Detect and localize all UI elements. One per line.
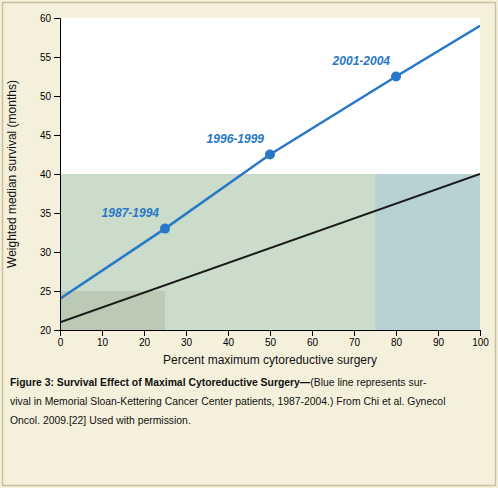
tick-mark xyxy=(54,252,60,253)
point xyxy=(391,72,401,82)
tick-label: 0 xyxy=(58,337,64,348)
tick-mark xyxy=(312,330,313,336)
axis-line xyxy=(54,19,61,331)
background xyxy=(0,0,498,488)
tick-label: 40 xyxy=(40,169,52,180)
caption-text: (Blue line represents sur- xyxy=(310,377,426,388)
tick-mark xyxy=(54,96,60,97)
tick: 60 xyxy=(307,330,319,348)
caption-text: Oncol. 2009.[22] Used with permission. xyxy=(10,415,191,426)
tick-label: 20 xyxy=(40,325,52,336)
tick: 100 xyxy=(472,330,489,348)
tick: 45 xyxy=(40,130,60,141)
line xyxy=(60,174,480,322)
plot-background xyxy=(60,18,480,330)
tick-label: 80 xyxy=(391,337,403,348)
tick-label: 90 xyxy=(433,337,445,348)
y-axis-title: Weighted median survival (months) xyxy=(5,80,19,268)
tick-label: 50 xyxy=(265,337,277,348)
tick-mark xyxy=(54,330,60,331)
tick-mark xyxy=(54,18,60,19)
line xyxy=(60,26,480,299)
tick: 70 xyxy=(349,330,361,348)
tick: 40 xyxy=(40,169,60,180)
caption-text: vival in Memorial Sloan-Kettering Cancer… xyxy=(10,396,445,407)
tick-label: 100 xyxy=(472,337,489,348)
tick-label: 35 xyxy=(40,208,52,219)
tick-mark xyxy=(54,57,60,58)
x-axis: 0 10 20 30 40 50 60 70 80 90 100 xyxy=(58,330,490,348)
tick-label: 10 xyxy=(97,337,109,348)
caption-line: Oncol. 2009.[22] Used with permission. xyxy=(10,415,191,426)
caption-line: Figure 3: Survival Effect of Maximal Cyt… xyxy=(10,377,426,388)
axis-line xyxy=(61,331,481,337)
caption-bold: Figure 3: Survival Effect of Maximal Cyt… xyxy=(10,377,311,388)
region xyxy=(60,174,375,330)
tick-mark xyxy=(144,330,145,336)
tick-mark xyxy=(480,330,481,336)
tick: 90 xyxy=(433,330,445,348)
tick-mark xyxy=(228,330,229,336)
tick: 10 xyxy=(97,330,109,348)
tick-label: 60 xyxy=(307,337,319,348)
tick-mark xyxy=(54,213,60,214)
tick-label: 30 xyxy=(181,337,193,348)
tick-label: 30 xyxy=(40,247,52,258)
tick: 60 xyxy=(40,13,60,24)
region xyxy=(375,174,480,330)
tick: 30 xyxy=(181,330,193,348)
tick: 20 xyxy=(40,325,60,336)
tick-mark xyxy=(270,330,271,336)
plot: 1987-1994 1996-1999 2001-2004 0 10 20 30 40 50 60… xyxy=(40,13,489,348)
tick-label: 55 xyxy=(40,52,52,63)
point xyxy=(160,224,170,234)
tick-label: 20 xyxy=(139,337,151,348)
tick-label: 45 xyxy=(40,130,52,141)
tick-mark xyxy=(186,330,187,336)
marks xyxy=(60,26,480,330)
tick: 80 xyxy=(391,330,403,348)
tick: 30 xyxy=(40,247,60,258)
tick: 0 xyxy=(58,330,64,348)
tick: 55 xyxy=(40,52,60,63)
tick-mark xyxy=(102,330,103,336)
tick: 40 xyxy=(223,330,235,348)
tick-mark xyxy=(54,135,60,136)
tick-mark xyxy=(54,174,60,175)
tick: 25 xyxy=(40,286,60,297)
tick-mark xyxy=(438,330,439,336)
chart: 1987-1994 1996-1999 2001-2004 0 10 20 30 40 50 60… xyxy=(0,0,498,488)
x-axis-title: Percent maximum cytoreductive surgery xyxy=(163,353,377,367)
tick-label: 50 xyxy=(40,91,52,102)
point-label: 1987-1994 xyxy=(102,206,160,220)
y-axis: 20 25 30 35 40 45 50 55 60 xyxy=(40,13,61,336)
tick-mark xyxy=(54,291,60,292)
point-label: 2001-2004 xyxy=(332,54,391,68)
tick-label: 70 xyxy=(349,337,361,348)
tick: 35 xyxy=(40,208,60,219)
tick-label: 60 xyxy=(40,13,52,24)
point-label: 1996-1999 xyxy=(207,132,265,146)
tick-label: 25 xyxy=(40,286,52,297)
tick-mark xyxy=(354,330,355,336)
tick-label: 40 xyxy=(223,337,235,348)
caption-line: vival in Memorial Sloan-Kettering Cancer… xyxy=(10,396,445,407)
tick: 50 xyxy=(40,91,60,102)
tick: 50 xyxy=(265,330,277,348)
border xyxy=(3,3,496,486)
tick: 20 xyxy=(139,330,151,348)
tick-mark xyxy=(396,330,397,336)
point xyxy=(265,150,275,160)
